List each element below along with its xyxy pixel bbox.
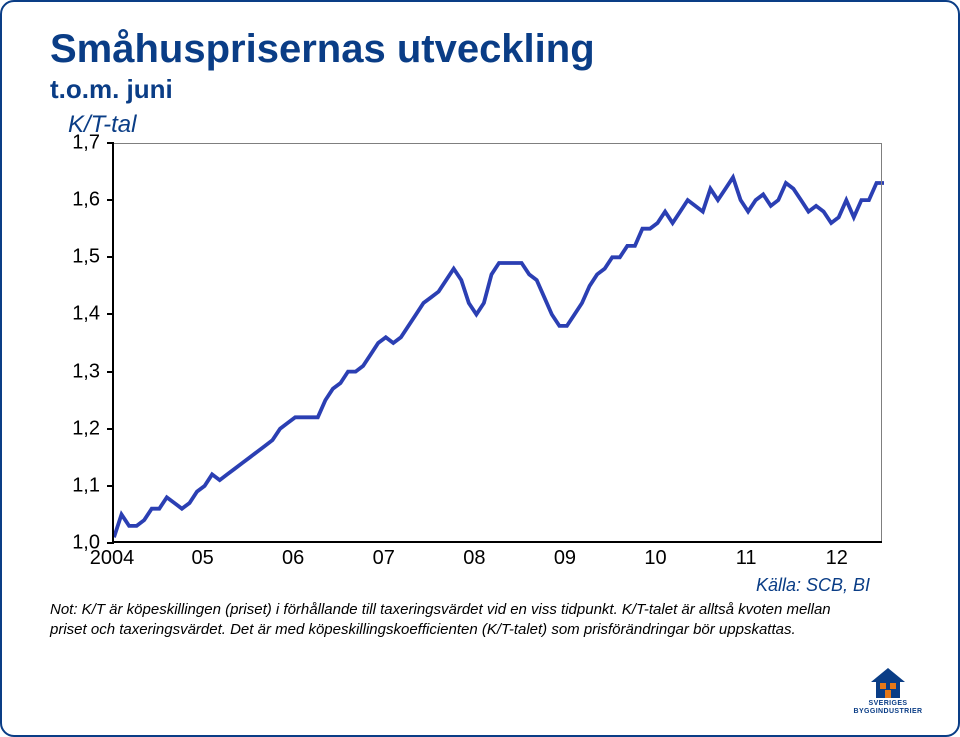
y-tick: 1,2 bbox=[72, 417, 100, 440]
x-tick-labels: 20040506070809101112 bbox=[112, 547, 882, 573]
y-tick-labels: 1,01,11,21,31,41,51,61,7 bbox=[50, 143, 106, 573]
x-tick: 12 bbox=[826, 547, 848, 570]
y-tick-mark bbox=[107, 313, 114, 315]
y-tick-mark bbox=[107, 371, 114, 373]
y-tick-mark bbox=[107, 428, 114, 430]
y-tick: 1,6 bbox=[72, 189, 100, 212]
plot-border-right bbox=[881, 143, 882, 541]
y-tick-mark bbox=[107, 142, 114, 144]
y-tick: 1,7 bbox=[72, 132, 100, 155]
x-tick: 10 bbox=[644, 547, 666, 570]
plot-area bbox=[112, 143, 882, 543]
y-tick-mark bbox=[107, 542, 114, 544]
note-block: Källa: SCB, BI Not: K/T är köpeskillinge… bbox=[50, 575, 870, 639]
y-tick-mark bbox=[107, 485, 114, 487]
y-tick-mark bbox=[107, 199, 114, 201]
y-tick: 1,4 bbox=[72, 303, 100, 326]
logo: SVERIGES BYGGINDUSTRIER bbox=[840, 668, 936, 715]
x-tick: 11 bbox=[736, 547, 757, 570]
y-tick: 1,3 bbox=[72, 360, 100, 383]
page-title: Småhusprisernas utveckling bbox=[50, 28, 910, 70]
x-tick: 08 bbox=[463, 547, 485, 570]
logo-icon bbox=[871, 668, 905, 698]
line-series bbox=[114, 143, 884, 543]
x-tick: 2004 bbox=[90, 547, 135, 570]
page-frame: Småhusprisernas utveckling t.o.m. juni K… bbox=[0, 0, 960, 737]
y-tick: 1,1 bbox=[72, 474, 100, 497]
page-subtitle: t.o.m. juni bbox=[50, 74, 910, 105]
x-tick: 07 bbox=[373, 547, 395, 570]
x-tick: 09 bbox=[554, 547, 576, 570]
x-tick: 06 bbox=[282, 547, 304, 570]
x-tick: 05 bbox=[191, 547, 213, 570]
y-tick: 1,5 bbox=[72, 246, 100, 269]
footnote-text: Not: K/T är köpeskillingen (priset) i fö… bbox=[50, 600, 870, 639]
source-label: Källa: SCB, BI bbox=[50, 575, 870, 596]
logo-text-2: BYGGINDUSTRIER bbox=[840, 708, 936, 715]
chart: 1,01,11,21,31,41,51,61,7 200405060708091… bbox=[50, 143, 900, 573]
y-tick-mark bbox=[107, 256, 114, 258]
logo-text-1: SVERIGES bbox=[840, 700, 936, 707]
y-axis-label: K/T-tal bbox=[68, 111, 910, 139]
plot-border-top bbox=[114, 143, 882, 144]
